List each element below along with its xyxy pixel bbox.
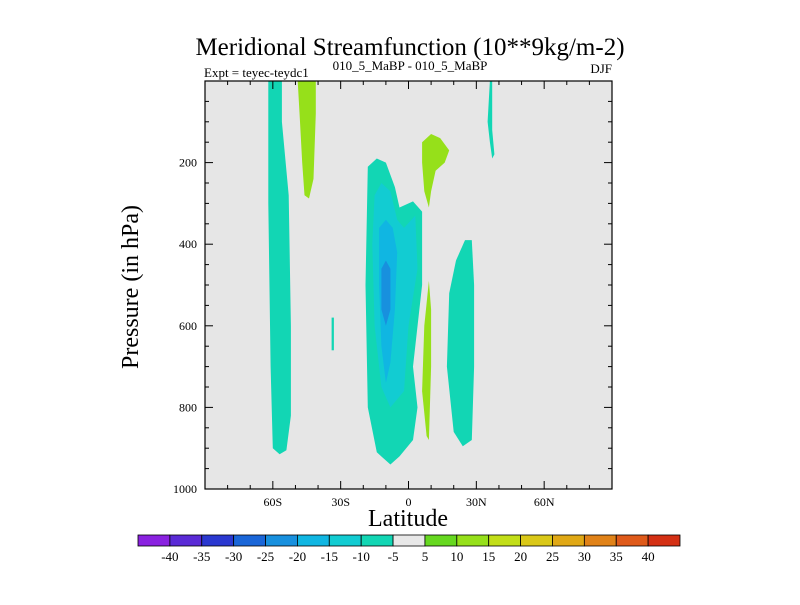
colorbar-label: 25 <box>546 549 559 564</box>
colorbar-label: 15 <box>482 549 495 564</box>
colorbar-label: 35 <box>610 549 623 564</box>
colorbar-swatch <box>552 534 585 547</box>
colorbar-swatch <box>392 534 426 547</box>
colorbar-label: 30 <box>578 549 591 564</box>
colorbar-swatch <box>424 534 458 547</box>
x-tick-label: 0 <box>406 495 412 509</box>
colorbar-label: -15 <box>321 549 338 564</box>
contour-region-nh-subtropical-pos-lower <box>422 280 432 440</box>
colorbar-label: 5 <box>422 549 429 564</box>
colorbar-swatch <box>583 534 617 547</box>
contour-region-sh-mid-lat-pos-cell <box>297 81 316 199</box>
x-tick-label: 30S <box>331 495 350 509</box>
colorbar-label: -10 <box>353 549 370 564</box>
colorbar-swatch <box>265 534 298 547</box>
x-axis-label: Latitude <box>368 506 448 532</box>
x-tick-label: 30N <box>466 495 487 509</box>
contour-region-sh-small-neg-patch <box>331 317 334 351</box>
axis-ticks: 60S 30S 0 30N 60N 200 400 600 800 1000 <box>173 81 613 509</box>
y-tick-label: 400 <box>179 237 197 251</box>
contour-region-nh-thin-neg-strip <box>487 81 495 159</box>
colorbar-label: 40 <box>642 549 655 564</box>
colorbar-swatch <box>647 534 681 547</box>
contour-region-nh-mid-lat-neg-cell <box>446 240 475 447</box>
colorbar-label: -20 <box>289 549 306 564</box>
colorbar-label: -5 <box>388 549 399 564</box>
y-tick-label: 600 <box>179 319 197 333</box>
colorbar-swatch <box>169 534 203 547</box>
colorbar-label: -30 <box>225 549 242 564</box>
y-tick-label: 200 <box>179 156 197 170</box>
y-tick-label: 800 <box>179 400 197 414</box>
colorbar-swatch <box>520 534 553 547</box>
colorbar-label: -25 <box>257 549 274 564</box>
x-tick-label: 60S <box>263 495 282 509</box>
season-label: DJF <box>590 61 612 76</box>
contour-region-sh-high-lat-neg-cell <box>268 81 291 455</box>
x-tick-label: 60N <box>534 495 555 509</box>
colorbar-label: -40 <box>161 549 178 564</box>
contour-regions <box>268 81 495 465</box>
colorbar-swatch <box>297 534 330 547</box>
y-axis-label: Pressure (in hPa) <box>118 205 144 369</box>
colorbar-swatch <box>615 534 649 547</box>
colorbar-swatch <box>137 534 171 547</box>
colorbar-swatch <box>488 534 521 547</box>
colorbar-label: 10 <box>450 549 463 564</box>
colorbar-label: -35 <box>193 549 210 564</box>
period-label: 010_5_MaBP - 010_5_MaBP <box>333 58 488 73</box>
experiment-label: Expt = teyec-teydc1 <box>204 65 309 80</box>
colorbar-swatch <box>201 534 235 547</box>
y-tick-label: 1000 <box>173 482 197 496</box>
colorbar-swatch <box>328 534 362 547</box>
colorbar-swatch <box>456 534 490 547</box>
contour-region-nh-subtropical-pos-upper <box>422 134 450 208</box>
colorbar-swatch <box>233 534 266 547</box>
chart-title: Meridional Streamfunction (10**9kg/m-2) <box>195 34 624 61</box>
colorbar: -40 -35 -30 -25 -20 -15 -10 -5 5 10 15 20 25 30 35 40 <box>137 534 681 564</box>
contour-region-tropical-neg-cell-peak <box>381 260 391 326</box>
colorbar-swatch <box>360 534 394 547</box>
colorbar-label: 20 <box>514 549 527 564</box>
